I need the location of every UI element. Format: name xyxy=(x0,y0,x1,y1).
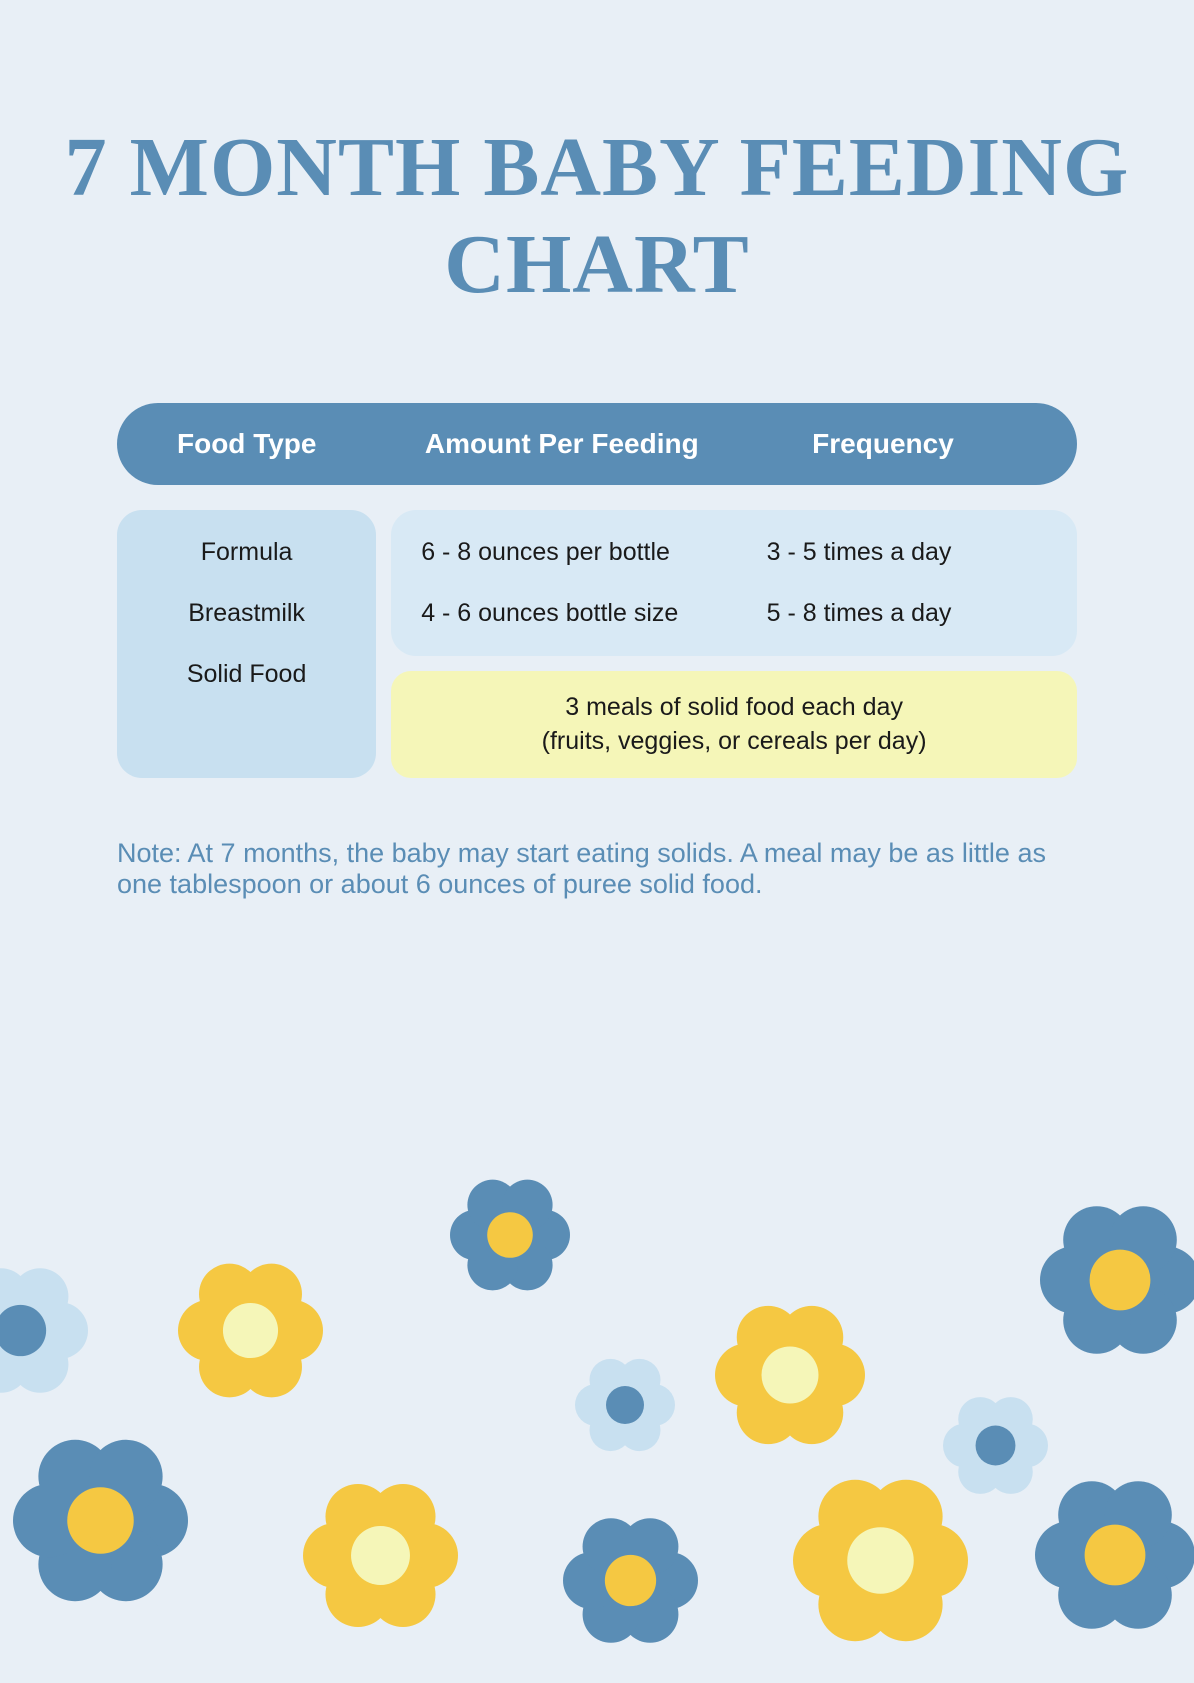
data-rows-block: 6 - 8 ounces per bottle 3 - 5 times a da… xyxy=(391,510,1077,656)
page-title: 7 MONTH BABY FEEDING CHART xyxy=(0,0,1194,313)
flower-icon xyxy=(575,1355,675,1460)
flower-icon xyxy=(0,1263,88,1403)
flower-icon xyxy=(563,1513,698,1653)
col-header-amount: Amount Per Feeding xyxy=(395,427,729,461)
solid-line: (fruits, veggies, or cereals per day) xyxy=(421,725,1047,759)
frequency-cell: 5 - 8 times a day xyxy=(747,599,1047,628)
flower-icon xyxy=(943,1393,1048,1503)
table-row: 6 - 8 ounces per bottle 3 - 5 times a da… xyxy=(421,538,1047,567)
feeding-table: Food Type Amount Per Feeding Frequency F… xyxy=(117,403,1077,778)
flower-icon xyxy=(450,1175,570,1300)
table-body: Formula Breastmilk Solid Food 6 - 8 ounc… xyxy=(117,510,1077,779)
col-header-frequency: Frequency xyxy=(729,428,1037,460)
note-text: Note: At 7 months, the baby may start ea… xyxy=(117,838,1077,900)
solid-line: 3 meals of solid food each day xyxy=(421,691,1047,725)
food-type-column: Formula Breastmilk Solid Food xyxy=(117,510,376,779)
flower-icon xyxy=(13,1433,188,1613)
flower-icon xyxy=(303,1478,458,1638)
flower-icon xyxy=(793,1473,968,1653)
food-cell: Breastmilk xyxy=(147,599,346,628)
frequency-cell: 3 - 5 times a day xyxy=(747,538,1047,567)
amount-cell: 4 - 6 ounces bottle size xyxy=(421,599,746,628)
flower-icon xyxy=(178,1258,323,1408)
amount-cell: 6 - 8 ounces per bottle xyxy=(421,538,746,567)
food-cell: Formula xyxy=(147,538,346,567)
table-right-section: 6 - 8 ounces per bottle 3 - 5 times a da… xyxy=(391,510,1077,779)
food-cell: Solid Food xyxy=(147,660,346,689)
decorative-flowers xyxy=(0,1203,1194,1683)
table-row: 4 - 6 ounces bottle size 5 - 8 times a d… xyxy=(421,599,1047,628)
flower-icon xyxy=(715,1300,865,1455)
flower-icon xyxy=(1035,1475,1194,1640)
col-header-food: Food Type xyxy=(157,428,395,460)
solid-food-box: 3 meals of solid food each day (fruits, … xyxy=(391,671,1077,779)
table-header: Food Type Amount Per Feeding Frequency xyxy=(117,403,1077,485)
flower-icon xyxy=(1040,1200,1194,1365)
